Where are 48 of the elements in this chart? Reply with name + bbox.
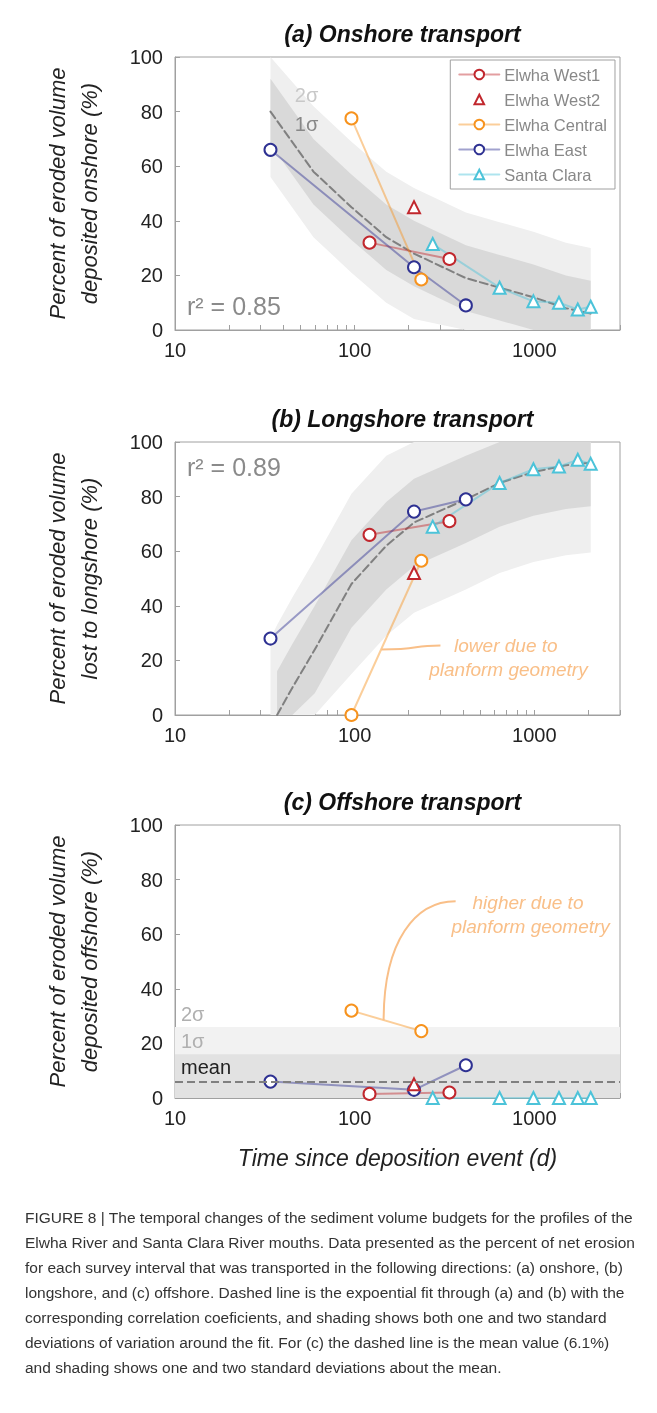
- x-axis-title: Time since deposition event (d): [237, 1144, 558, 1171]
- annotation: higher due to planform geometry: [450, 891, 612, 937]
- y-tick-label: 60: [140, 540, 163, 563]
- legend-label: Elwha Central: [504, 115, 607, 134]
- y-tick-label: 100: [129, 46, 163, 68]
- annotation: 1σ: [294, 112, 319, 135]
- x-tick-label: 10: [163, 339, 187, 361]
- y-tick-label: 0: [151, 1087, 163, 1109]
- y-tick-label: 80: [140, 868, 163, 891]
- caption: FIGURE 8 | The temporal changes of the sediment volume budgets for the profiles of the Elwha River and Santa Clara River mouths. Data presented as the percent of net erosion for each survey interval that was transported in the following directions: (a) onshore, (b) longshore, and (c) offshore. Dashed line is the expoential fit through (a) and (b) with the corresponding correlation coeficients, and shading shows both one and two standard deviations of variation around the fit. For (c) the dashed line is the mean value (6.1%) and shading shows one and two standard deviations about the mean.: [25, 1208, 636, 1378]
- x-tick-label: 100: [337, 724, 372, 746]
- y-tick-label: 100: [129, 431, 163, 453]
- y-tick-label: 20: [140, 649, 163, 672]
- y-tick-label: 60: [140, 923, 163, 946]
- legend-label: Elwha West2: [504, 90, 601, 109]
- annotation: lower due to planform geometry: [428, 634, 590, 680]
- x-tick-label: 10: [163, 724, 187, 746]
- y-tick-label: 100: [129, 814, 163, 836]
- x-tick-label: 1000: [512, 1107, 557, 1129]
- y-tick-label: 60: [140, 155, 163, 178]
- legend-label: Santa Clara: [504, 165, 593, 184]
- y-tick-label: 0: [151, 704, 163, 726]
- band-label: 1σ: [181, 1030, 206, 1053]
- x-tick-label: 1000: [512, 339, 557, 361]
- y-tick-label: 80: [140, 100, 163, 123]
- y-tick-label: 40: [140, 209, 163, 232]
- y-axis-title: Percent of eroded volume deposited onshore (%): [44, 67, 102, 320]
- y-axis-title: Percent of eroded volume lost to longshore (%): [44, 452, 102, 705]
- annotation: r² = 0.85: [187, 291, 281, 320]
- x-tick-label: 100: [337, 1107, 372, 1129]
- ref-line-label: mean: [181, 1056, 232, 1079]
- y-tick-label: 40: [140, 977, 163, 1000]
- y-tick-label: 0: [151, 319, 163, 341]
- band-label: 2σ: [181, 1003, 206, 1026]
- legend-label: Elwha East: [504, 140, 588, 159]
- x-tick-label: 100: [337, 339, 372, 361]
- y-tick-label: 20: [140, 1032, 163, 1055]
- chart-title: (a) Onshore transport: [284, 20, 523, 47]
- y-axis-title: Percent of eroded volume deposited offshore (%): [44, 835, 102, 1088]
- chart-title: (b) Longshore transport: [271, 405, 535, 432]
- chart-title: (c) Offshore transport: [283, 788, 523, 815]
- y-tick-label: 80: [140, 485, 163, 508]
- legend-label: Elwha West1: [504, 65, 601, 84]
- annotation: r² = 0.89: [187, 452, 281, 481]
- y-tick-label: 40: [140, 594, 163, 617]
- x-tick-label: 1000: [512, 724, 557, 746]
- y-tick-label: 20: [140, 264, 163, 287]
- x-tick-label: 10: [163, 1107, 187, 1129]
